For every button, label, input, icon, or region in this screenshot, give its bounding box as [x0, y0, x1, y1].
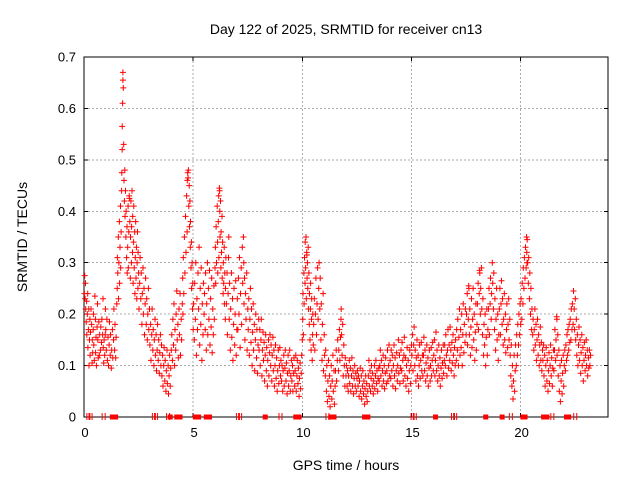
svg-text:5: 5 [191, 425, 198, 440]
y-axis-label: SRMTID / TECUs [14, 181, 30, 293]
x-axis-label: GPS time / hours [292, 457, 400, 473]
svg-text:0: 0 [81, 425, 88, 440]
svg-text:0.3: 0.3 [58, 255, 76, 270]
svg-text:0.2: 0.2 [58, 307, 76, 322]
svg-text:0.6: 0.6 [58, 101, 76, 116]
svg-text:0.5: 0.5 [58, 152, 76, 167]
svg-text:0.4: 0.4 [58, 204, 76, 219]
svg-text:10: 10 [296, 425, 310, 440]
chart-title: Day 122 of 2025, SRMTID for receiver cn1… [209, 21, 483, 37]
svg-text:0.1: 0.1 [58, 358, 76, 373]
svg-text:20: 20 [514, 425, 528, 440]
svg-text:15: 15 [405, 425, 419, 440]
svg-text:0.7: 0.7 [58, 50, 76, 65]
svg-text:0: 0 [69, 410, 76, 425]
